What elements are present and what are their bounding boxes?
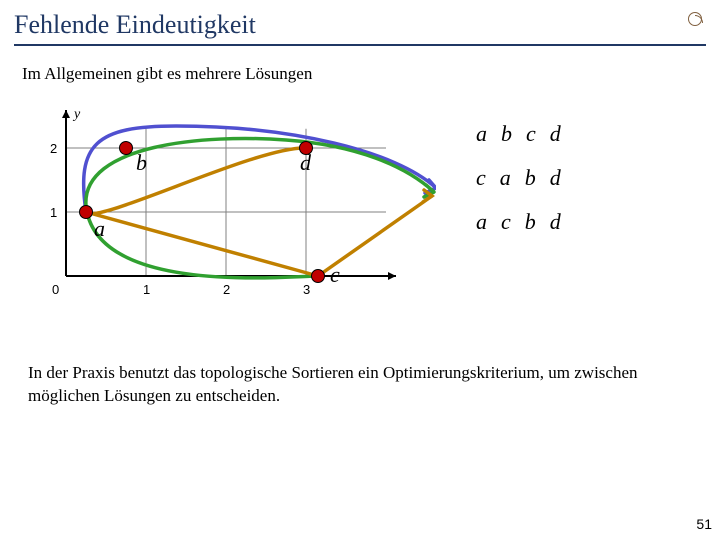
svg-text:a: a	[94, 216, 105, 241]
slide-title: Fehlende Eindeutigkeit	[14, 10, 706, 46]
slide-subtitle: Im Allgemeinen gibt es mehrere Lösungen	[22, 64, 706, 84]
content-row: y012312abcd abcd cabd acbd	[36, 96, 706, 336]
permutations: abcd cabd acbd	[476, 121, 575, 336]
chart-svg: y 0 1 2 3 1 2 a b c d	[36, 96, 436, 336]
perm-row-0: abcd	[476, 121, 575, 147]
chart: y 0 1 2 3 1 2 a b c d	[36, 96, 436, 336]
logo-icon	[688, 12, 702, 26]
svg-text:b: b	[136, 150, 147, 175]
slide: Fehlende Eindeutigkeit Im Allgemeinen gi…	[0, 0, 720, 540]
svg-text:d: d	[300, 150, 312, 175]
svg-text:c: c	[330, 262, 340, 287]
svg-text:1: 1	[143, 282, 150, 297]
svg-text:2: 2	[50, 141, 57, 156]
svg-text:2: 2	[223, 282, 230, 297]
footer-text: In der Praxis benutzt das topologische S…	[28, 362, 692, 408]
page-number: 51	[696, 516, 712, 532]
svg-text:y: y	[72, 107, 81, 122]
svg-text:1: 1	[50, 205, 57, 220]
perm-row-1: cabd	[476, 165, 575, 191]
svg-text:3: 3	[303, 282, 310, 297]
svg-text:0: 0	[52, 282, 59, 297]
perm-row-2: acbd	[476, 209, 575, 235]
